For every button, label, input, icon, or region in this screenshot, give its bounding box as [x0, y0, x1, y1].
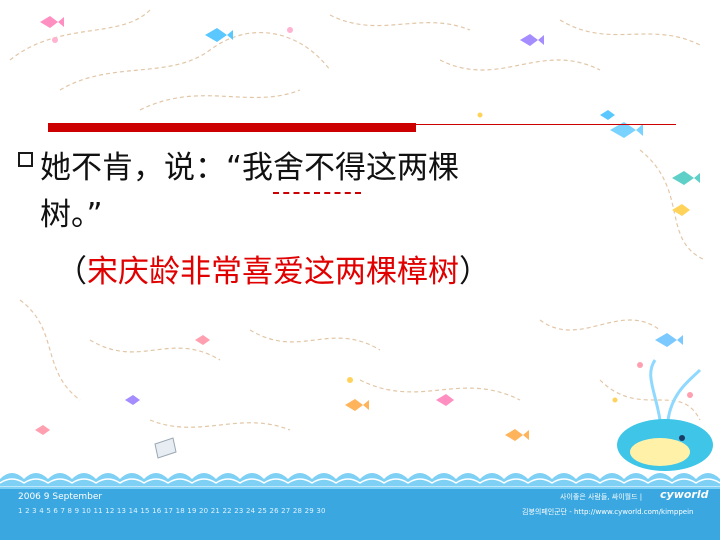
- title-bar: [48, 123, 416, 132]
- answer-text: 宋庆龄非常喜爱这两棵樟树: [87, 254, 459, 290]
- quote-line-1: 她不肯，说：“我舍不得这两棵: [40, 150, 460, 186]
- calendar-days: 1 2 3 4 5 6 7 8 9 10 11 12 13 14 15 16 1…: [18, 507, 326, 515]
- dashed-underline: [273, 192, 361, 194]
- brand-logo: cyworld: [660, 488, 709, 501]
- close-paren: ）: [459, 254, 490, 290]
- whale-icon: [617, 359, 713, 471]
- square-bullet-icon: [18, 152, 33, 167]
- brand-tagline: 사이좋은 사람들, 싸이월드 |: [560, 493, 643, 501]
- quote-line-2: 树。”: [40, 197, 103, 233]
- decorative-tube-icon: [154, 437, 177, 459]
- sea-footer: [0, 473, 720, 540]
- answer-line: （宋庆龄非常喜爱这两棵樟树）: [56, 252, 490, 292]
- brand-url: 김붕의페인군단 - http://www.cyworld.com/kimppei…: [522, 508, 694, 516]
- fish-icon: [35, 16, 700, 441]
- calendar-title: 2006 9 September: [18, 492, 103, 502]
- flower-icon: [52, 27, 693, 403]
- open-paren: （: [56, 254, 87, 290]
- title-rule: [416, 124, 676, 125]
